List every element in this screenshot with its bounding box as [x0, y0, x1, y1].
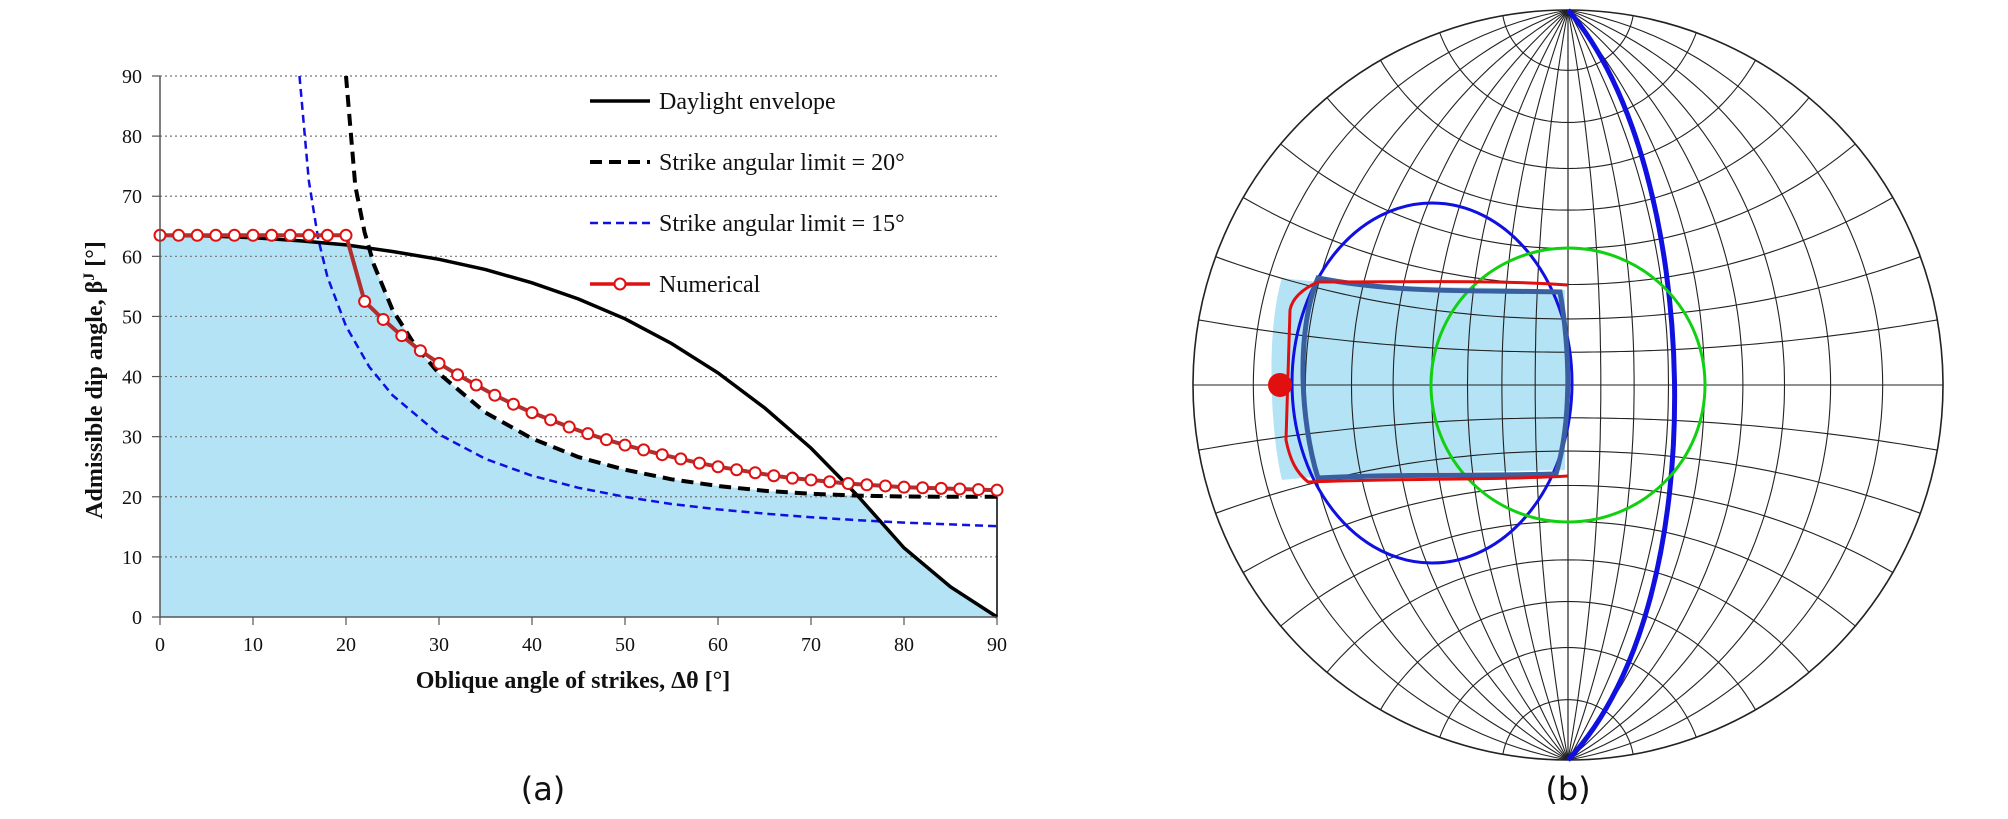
- numerical-marker: [395, 329, 409, 343]
- numerical-marker: [692, 456, 706, 470]
- legend-label: Daylight envelope: [659, 89, 836, 115]
- legend-marker: [613, 277, 627, 291]
- x-tick-label: 70: [801, 634, 821, 656]
- numerical-marker: [804, 473, 818, 487]
- numerical-marker: [488, 388, 502, 402]
- numerical-marker: [376, 312, 390, 326]
- numerical-marker: [302, 228, 316, 242]
- numerical-marker: [767, 469, 781, 483]
- numerical-marker: [990, 483, 1004, 497]
- numerical-marker: [637, 443, 651, 457]
- numerical-marker: [971, 483, 985, 497]
- legend-label: Strike angular limit = 15°: [659, 211, 905, 237]
- numerical-marker: [525, 406, 539, 420]
- numerical-marker: [674, 452, 688, 466]
- numerical-marker: [265, 228, 279, 242]
- x-tick-label: 80: [894, 634, 914, 656]
- legend-label: Strike angular limit = 20°: [659, 150, 905, 176]
- x-tick-label: 90: [987, 634, 1007, 656]
- numerical-marker: [599, 433, 613, 447]
- y-tick-label: 30: [122, 427, 142, 449]
- numerical-marker: [581, 427, 595, 441]
- panel-b-stereonet: (b): [1192, 8, 1944, 808]
- x-tick-label: 40: [522, 634, 542, 656]
- panel-caption-a: (a): [521, 770, 566, 808]
- numerical-marker: [506, 397, 520, 411]
- chart-axes: [159, 76, 998, 618]
- y-tick-label: 70: [122, 186, 142, 208]
- numerical-marker: [860, 478, 874, 492]
- numerical-marker: [209, 228, 223, 242]
- y-tick-label: 90: [122, 66, 142, 88]
- x-tick-label: 30: [429, 634, 449, 656]
- numerical-marker: [841, 477, 855, 491]
- numerical-marker: [320, 228, 334, 242]
- legend-label: Numerical: [659, 272, 761, 298]
- x-tick-label: 10: [243, 634, 263, 656]
- numerical-marker: [878, 479, 892, 493]
- numerical-marker: [748, 466, 762, 480]
- x-tick-label: 0: [155, 634, 165, 656]
- numerical-marker: [953, 482, 967, 496]
- y-tick-label: 80: [122, 126, 142, 148]
- numerical-marker: [655, 448, 669, 462]
- x-tick-label: 20: [336, 634, 356, 656]
- numerical-marker: [562, 420, 576, 434]
- series-strike-15: [298, 75, 998, 528]
- numerical-marker: [544, 413, 558, 427]
- numerical-marker: [451, 368, 465, 382]
- numerical-marker: [897, 480, 911, 494]
- shaded-area: [160, 235, 997, 618]
- y-tick-label: 40: [122, 367, 142, 389]
- numerical-marker: [618, 438, 632, 452]
- blue-small-circle: [1290, 201, 1574, 565]
- numerical-marker: [413, 344, 427, 358]
- x-axis-label: Oblique angle of strikes, Δθ [°]: [416, 668, 731, 694]
- numerical-marker: [283, 228, 297, 242]
- y-axis-label: Admissible dip angle, βJ [°]: [81, 241, 109, 519]
- numerical-marker: [934, 481, 948, 495]
- green-small-circle: [1429, 246, 1707, 524]
- x-tick-label: 60: [708, 634, 728, 656]
- x-tick-label: 50: [615, 634, 635, 656]
- numerical-marker: [227, 228, 241, 242]
- y-tick-label: 10: [122, 547, 142, 569]
- series-daylight-envelope: [159, 233, 998, 619]
- blue-great-circle: [1566, 8, 1678, 762]
- red-numerical-boundary: [1284, 280, 1569, 484]
- numerical-marker: [469, 378, 483, 392]
- y-tick-label: 20: [122, 487, 142, 509]
- numerical-marker: [190, 228, 204, 242]
- y-tick-label: 60: [122, 246, 142, 268]
- numerical-marker: [730, 463, 744, 477]
- numerical-marker: [711, 460, 725, 474]
- numerical-marker: [358, 294, 372, 308]
- region-edge: [1300, 275, 1571, 481]
- series-numerical: [160, 233, 998, 493]
- numerical-marker: [432, 356, 446, 370]
- numerical-marker: [785, 471, 799, 485]
- admissible-region-fill: [160, 235, 997, 618]
- panel-a-chart: 0 10 20 30 40 50 60 70 80 90 0 10 20 30 40 50 60 70 80 90 O…: [81, 66, 1008, 808]
- y-tick-label: 50: [122, 306, 142, 328]
- numerical-marker: [823, 475, 837, 489]
- y-tick-label: 0: [132, 607, 142, 629]
- red-pole-point: [1268, 373, 1292, 397]
- chart-tick-labels: 0 10 20 30 40 50 60 70 80 90 0 10 20 30 40 50 60 70 80 90: [122, 66, 1007, 656]
- chart-legend: Daylight envelope Strike angular limit = …: [590, 89, 905, 298]
- numerical-marker: [246, 228, 260, 242]
- panel-caption-b: (b): [1545, 770, 1590, 808]
- numerical-marker: [339, 228, 353, 242]
- numerical-marker: [172, 228, 186, 242]
- stereonet: [1192, 8, 1944, 762]
- numerical-marker: [916, 481, 930, 495]
- chart-series: [153, 75, 1004, 619]
